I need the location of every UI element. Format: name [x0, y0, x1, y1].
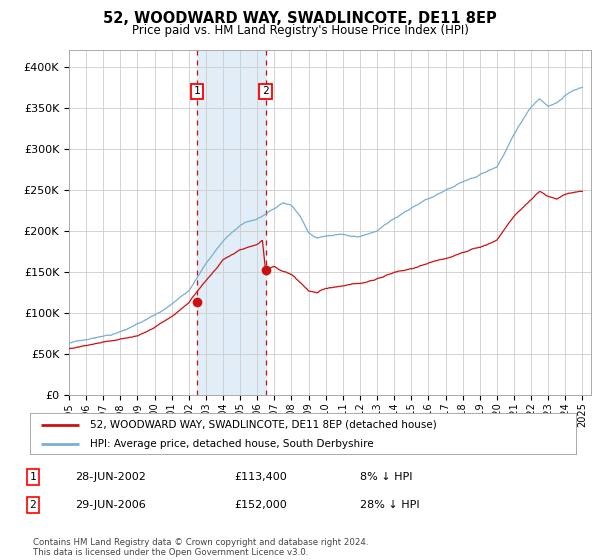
Text: 8% ↓ HPI: 8% ↓ HPI [360, 472, 413, 482]
Text: 28% ↓ HPI: 28% ↓ HPI [360, 500, 419, 510]
Text: Price paid vs. HM Land Registry's House Price Index (HPI): Price paid vs. HM Land Registry's House … [131, 24, 469, 36]
Text: £113,400: £113,400 [234, 472, 287, 482]
Text: 1: 1 [29, 472, 37, 482]
Text: HPI: Average price, detached house, South Derbyshire: HPI: Average price, detached house, Sout… [90, 438, 374, 449]
Text: 29-JUN-2006: 29-JUN-2006 [75, 500, 146, 510]
Text: £152,000: £152,000 [234, 500, 287, 510]
Text: 52, WOODWARD WAY, SWADLINCOTE, DE11 8EP: 52, WOODWARD WAY, SWADLINCOTE, DE11 8EP [103, 11, 497, 26]
Bar [197, 50, 266, 395]
Text: 2: 2 [29, 500, 37, 510]
Text: 28-JUN-2002: 28-JUN-2002 [75, 472, 146, 482]
Text: 2: 2 [262, 86, 269, 96]
Text: 52, WOODWARD WAY, SWADLINCOTE, DE11 8EP (detached house): 52, WOODWARD WAY, SWADLINCOTE, DE11 8EP … [90, 419, 437, 430]
Text: 1: 1 [194, 86, 200, 96]
Text: Contains HM Land Registry data © Crown copyright and database right 2024.
This d: Contains HM Land Registry data © Crown c… [33, 538, 368, 557]
